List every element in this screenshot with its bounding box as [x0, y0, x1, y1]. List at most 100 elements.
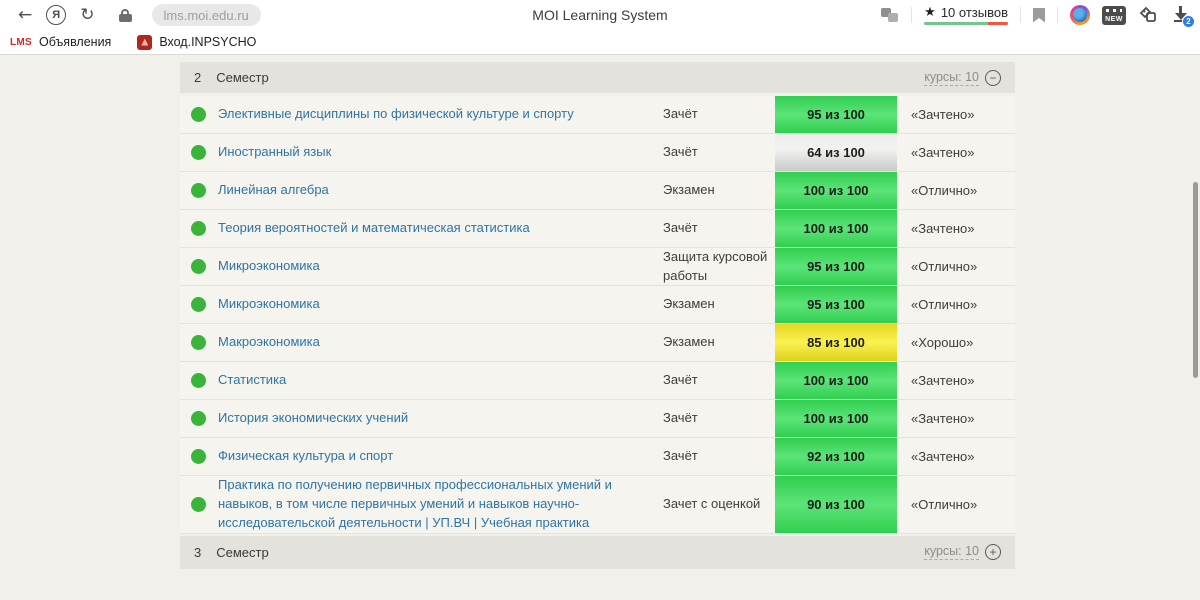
assessment-type-cell: Зачёт [663, 372, 698, 388]
assessment-type-cell: Зачёт [663, 410, 698, 426]
course-link[interactable]: Микроэкономика [218, 258, 320, 274]
score-badge: 95 из 100 [775, 286, 897, 323]
inpsycho-favicon [137, 34, 153, 50]
collapse-icon[interactable]: − [985, 69, 1001, 86]
course-name-cell: Теория вероятностей и математическая ста… [218, 210, 663, 247]
score-badge: 95 из 100 [775, 96, 897, 133]
course-name-cell: История экономических учений [218, 400, 663, 437]
bookmark-icon[interactable] [1033, 7, 1045, 23]
collections-icon[interactable] [1138, 5, 1158, 25]
score-badge: 100 из 100 [775, 400, 897, 437]
course-link[interactable]: Макроэкономика [218, 334, 320, 350]
course-link[interactable]: Физическая культура и спорт [218, 448, 394, 464]
assessment-type-cell: Защита курсовой работы [663, 249, 768, 283]
course-row: Практика по получению первичных професси… [180, 476, 1015, 534]
new-extension-icon[interactable]: NEW [1102, 5, 1126, 25]
page-content: 2 Семестр курсы: 10 − Элективные дисципл… [0, 55, 1200, 600]
assessment-type-cell: Экзамен [663, 182, 715, 198]
grades-table: 2 Семестр курсы: 10 − Элективные дисципл… [180, 62, 1015, 572]
rating-bar [924, 22, 1008, 25]
back-button[interactable]: ← [18, 5, 33, 25]
course-name-cell: Макроэкономика [218, 324, 663, 361]
grade-cell: «Зачтено» [911, 221, 975, 236]
course-link[interactable]: Теория вероятностей и математическая ста… [218, 220, 530, 236]
courses-count-link[interactable]: курсы: 10 [924, 544, 979, 561]
assessment-type-cell: Зачёт [663, 106, 698, 122]
semester-3-header: 3 Семестр курсы: 10 + [180, 535, 1015, 569]
semester-number: 3 [194, 544, 202, 560]
grade-cell: «Зачтено» [911, 449, 975, 464]
course-status-cell [180, 210, 218, 247]
site-reviews-button[interactable]: ★ 10 отзывов [924, 5, 1008, 25]
grade-cell: «Отлично» [911, 259, 978, 274]
assessment-type-cell: Зачёт [663, 220, 698, 236]
grade-cell: «Отлично» [911, 297, 978, 312]
semester-label: Семестр [216, 544, 269, 560]
course-row: Иностранный язык Зачёт 64 из 100 «Зачтено» [180, 134, 1015, 172]
status-dot-icon [191, 297, 206, 312]
scrollbar [1193, 55, 1199, 600]
course-status-cell [180, 400, 218, 437]
course-status-cell [180, 324, 218, 361]
course-row: Макроэкономика Экзамен 85 из 100 «Хорошо» [180, 324, 1015, 362]
toolbar-divider [1057, 7, 1058, 23]
grade-cell: «Зачтено» [911, 107, 975, 122]
lms-favicon: LMS [10, 36, 33, 48]
semester-label: Семестр [216, 70, 269, 85]
status-dot-icon [191, 221, 206, 236]
course-status-cell [180, 476, 218, 533]
status-dot-icon [191, 496, 206, 512]
status-dot-icon [191, 145, 206, 160]
bookmark-item-inpsycho[interactable]: Вход.INPSYCHO [137, 34, 256, 50]
grade-cell: «Хорошо» [911, 335, 974, 350]
lock-icon[interactable] [118, 8, 132, 22]
reviews-count-label: 10 отзывов [940, 5, 1008, 20]
yandex-home-icon[interactable]: Я [46, 5, 67, 25]
course-link[interactable]: Статистика [218, 372, 287, 388]
course-status-cell [180, 438, 218, 475]
status-dot-icon [191, 411, 206, 426]
course-name-cell: Иностранный язык [218, 134, 663, 171]
course-row: Физическая культура и спорт Зачёт 92 из 10… [180, 438, 1015, 476]
status-dot-icon [191, 373, 206, 388]
yandex-messenger-icon[interactable] [881, 7, 899, 23]
assessment-type-cell: Зачёт [663, 448, 698, 464]
grade-cell: «Отлично» [911, 183, 978, 198]
courses-count-link[interactable]: курсы: 10 [924, 69, 979, 86]
assessment-type-cell: Зачет с оценкой [663, 496, 761, 512]
grade-cell: «Отлично» [911, 496, 978, 512]
score-badge: 90 из 100 [775, 476, 897, 533]
refresh-button[interactable]: ↻ [80, 5, 95, 25]
semester-2-header: 2 Семестр курсы: 10 − [180, 62, 1015, 93]
course-link[interactable]: Иностранный язык [218, 144, 332, 160]
address-bar[interactable]: lms.moi.edu.ru [151, 4, 261, 26]
score-badge: 95 из 100 [775, 248, 897, 285]
status-dot-icon [191, 107, 206, 122]
course-name-cell: Физическая культура и спорт [218, 438, 663, 475]
course-link[interactable]: Практика по получению первичных професси… [218, 477, 612, 530]
browser-extension-icon[interactable] [1070, 5, 1090, 25]
course-link[interactable]: Микроэкономика [218, 296, 320, 312]
star-icon: ★ [924, 5, 936, 20]
score-badge: 100 из 100 [775, 210, 897, 247]
course-name-cell: Микроэкономика [218, 248, 663, 285]
assessment-type-cell: Зачёт [663, 144, 698, 160]
grade-cell: «Зачтено» [911, 145, 975, 160]
bookmarks-bar: LMS Объявления Вход.INPSYCHO [0, 30, 1200, 55]
course-link[interactable]: Линейная алгебра [218, 182, 329, 198]
downloads-icon[interactable]: 2 [1170, 4, 1195, 28]
course-link[interactable]: Элективные дисциплины по физической куль… [218, 106, 574, 122]
course-row: История экономических учений Зачёт 100 из … [180, 400, 1015, 438]
course-row: Статистика Зачёт 100 из 100 «Зачтено» [180, 362, 1015, 400]
course-link[interactable]: История экономических учений [218, 410, 409, 426]
course-rows: Элективные дисциплины по физической куль… [180, 96, 1015, 534]
course-status-cell [180, 248, 218, 285]
bookmark-item-announcements[interactable]: LMS Объявления [10, 35, 111, 49]
grade-cell: «Зачтено» [911, 411, 975, 426]
score-badge: 92 из 100 [775, 438, 897, 475]
course-status-cell [180, 96, 218, 133]
expand-icon[interactable]: + [985, 544, 1001, 561]
scrollbar-thumb[interactable] [1193, 182, 1198, 378]
score-badge: 85 из 100 [775, 324, 897, 361]
course-row: Элективные дисциплины по физической куль… [180, 96, 1015, 134]
